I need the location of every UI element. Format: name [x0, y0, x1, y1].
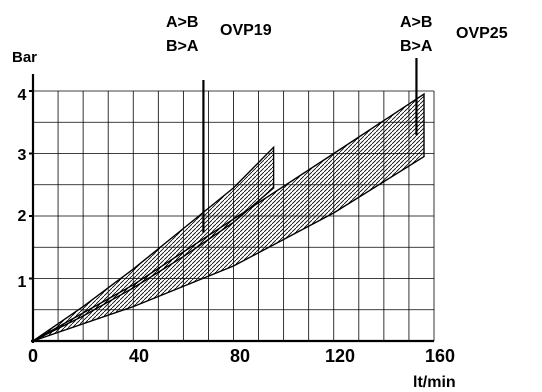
y-tick-label: 3: [18, 147, 27, 164]
x-tick-label: 80: [230, 346, 250, 366]
ovp19-label: OVP19: [220, 22, 272, 39]
ovp25-band: [32, 92, 425, 342]
ovp25-annotation-ab: A>B: [400, 14, 432, 31]
x-tick-labels: 0 40 80 120 160: [28, 346, 455, 366]
x-tick-label: 160: [425, 346, 455, 366]
ovp25-annotation-ba: B>A: [400, 38, 433, 55]
axes: [29, 74, 434, 343]
ovp19-annotation-ba: B>A: [166, 38, 199, 55]
x-tick-label: 120: [325, 346, 355, 366]
x-tick-label: 0: [28, 346, 38, 366]
ovp25-label: OVP25: [456, 25, 508, 42]
ovp19-annotation-ab: A>B: [166, 14, 198, 31]
y-tick-label: 1: [18, 274, 27, 291]
y-tick-label: 4: [18, 87, 27, 104]
x-axis-label: lt/min: [413, 374, 456, 391]
y-tick-labels: 1 2 3 4: [18, 87, 27, 291]
x-tick-label: 40: [129, 346, 149, 366]
y-axis-label: Bar: [12, 49, 37, 66]
y-tick-label: 2: [18, 208, 27, 225]
data-bands: [32, 58, 425, 342]
